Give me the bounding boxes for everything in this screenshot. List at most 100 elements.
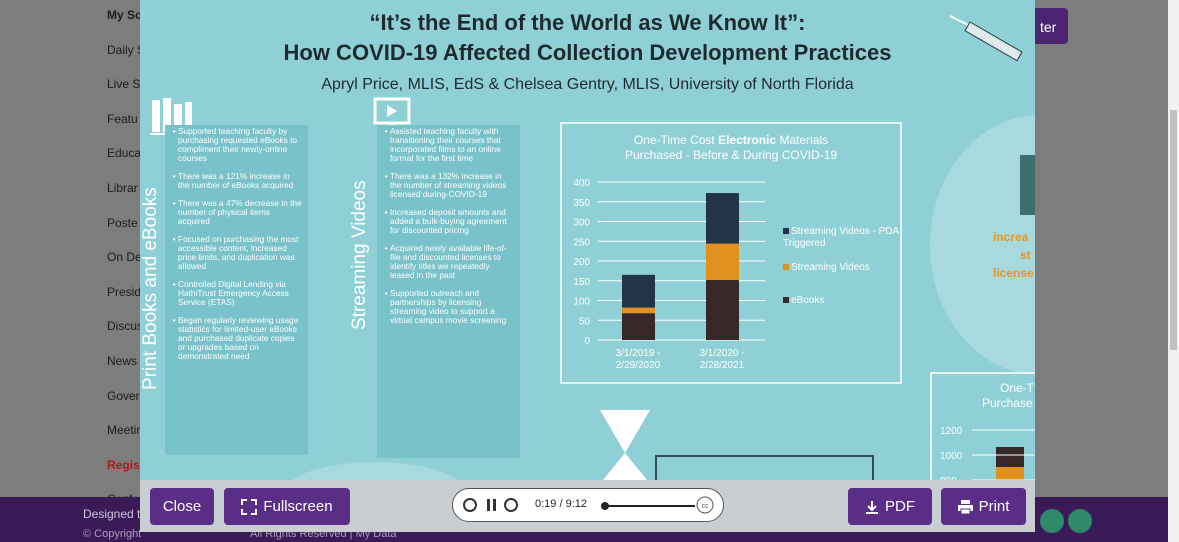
sidebar-link[interactable]: News — [107, 354, 137, 368]
bullet: Assisted teaching faculty with transitio… — [390, 127, 514, 163]
bullet: There was a 47% decrease in the number o… — [178, 199, 302, 226]
column-heading: Streaming Videos — [349, 180, 371, 330]
poster-title: How COVID-19 Affected Collection Develop… — [140, 40, 1035, 66]
scrollbar-thumb[interactable] — [1170, 110, 1177, 350]
fullscreen-button[interactable]: Fullscreen — [224, 488, 350, 525]
decor-circle — [930, 115, 1035, 375]
partial-text: increa — [993, 230, 1028, 244]
partial-chart: One-TPurchase12001000800 — [930, 372, 1035, 480]
bullet: Supported outreach and partnerships by l… — [390, 289, 514, 325]
syringe-icon — [940, 8, 1035, 68]
bar-segment — [706, 244, 739, 280]
pdf-button[interactable]: PDF — [848, 488, 932, 525]
seek-bar[interactable]: cc — [599, 496, 721, 516]
legend-entry: Streaming Videos — [783, 262, 901, 274]
chart-title-part: One-Time Cost — [634, 133, 718, 147]
image-fragment — [1020, 155, 1035, 215]
sidebar-link[interactable]: Librar — [107, 181, 138, 195]
bar-segment — [622, 313, 655, 340]
y-tick-label: 200 — [573, 257, 590, 268]
bullet: Supported teaching faculty by purchasing… — [178, 127, 302, 163]
footer-text: Designed t — [83, 507, 140, 521]
social-icon[interactable] — [1068, 509, 1092, 533]
social-icon[interactable] — [1040, 509, 1064, 533]
sidebar-link[interactable]: Live S — [107, 77, 140, 91]
y-tick-label: 1000 — [940, 451, 963, 462]
player-time: 0:19 / 9:12 — [535, 498, 587, 510]
bar-segment — [622, 275, 655, 308]
bullet: Acquired newly available life-of-file an… — [390, 244, 514, 280]
chart: One-Time Cost Electronic MaterialsPurcha… — [560, 122, 902, 384]
header-button[interactable]: ter — [1030, 8, 1068, 44]
y-tick-label: 400 — [573, 178, 590, 189]
bullet-list: Assisted teaching faculty with transitio… — [383, 127, 514, 325]
poster-authors: Apryl Price, MLIS, EdS & Chelsea Gentry,… — [140, 76, 1035, 94]
sidebar-link[interactable]: Poste — [107, 216, 138, 230]
bullet: Began regularly reviewing usage statisti… — [178, 316, 302, 361]
x-tick-label: 2/28/2021 — [700, 360, 745, 371]
print-icon — [958, 500, 973, 514]
poster: “It’s the End of the World as We Know It… — [140, 0, 1035, 480]
print-button[interactable]: Print — [941, 488, 1026, 525]
svg-text:cc: cc — [702, 503, 710, 510]
sidebar-link[interactable]: Meetin — [107, 423, 143, 437]
chart-title: One-T — [1000, 381, 1035, 395]
bar-segment — [706, 280, 739, 340]
bullet-list: Supported teaching faculty by purchasing… — [171, 127, 302, 361]
legend-entry: Streaming Videos - PDA Triggered — [783, 226, 901, 250]
legend-label: Streaming Videos - PDA Triggered — [783, 226, 899, 249]
page: My ScDaily SLive SFeatuEducaLibrarPosteO… — [0, 0, 1179, 542]
close-button[interactable]: Close — [150, 488, 214, 525]
toolbar: Close Fullscreen 0:19 / 9:12 cc PDF Prin… — [140, 480, 1035, 532]
button-label: Fullscreen — [263, 498, 332, 515]
scrollbar[interactable] — [1168, 0, 1179, 542]
chart-title-part: Materials — [776, 133, 828, 147]
column-box: Supported teaching faculty by purchasing… — [165, 125, 308, 455]
player-controls[interactable] — [461, 496, 521, 514]
chart-title: One-Time Cost Electronic Materials — [634, 133, 828, 147]
chart-title: Purchased - Before & During COVID-19 — [625, 148, 837, 162]
legend-entry: eBooks — [783, 295, 901, 307]
y-tick-label: 50 — [579, 316, 591, 327]
column-heading: Print Books and eBooks — [140, 187, 162, 390]
y-tick-label: 300 — [573, 218, 590, 229]
bar-fragment — [996, 467, 1024, 480]
y-tick-label: 0 — [584, 336, 590, 347]
placeholder-box — [655, 455, 874, 480]
bullet: There was a 132% increase in the number … — [390, 172, 514, 199]
bullet: There was a 121% increase in the number … — [178, 172, 302, 190]
legend-swatch — [783, 264, 789, 270]
hourglass-icon — [595, 408, 655, 480]
partial-text: st — [1020, 248, 1031, 262]
decor-circle — [285, 462, 465, 480]
legend-label: eBooks — [791, 295, 824, 306]
partial-text: license — [993, 266, 1034, 280]
bullet: Focused on purchasing the most accessibl… — [178, 235, 302, 271]
button-label: PDF — [885, 498, 915, 515]
x-tick-label: 2/29/2020 — [616, 360, 661, 371]
y-tick-label: 100 — [573, 297, 590, 308]
bullet: Increased deposit amounts and added a bu… — [390, 208, 514, 235]
legend-swatch — [783, 297, 789, 303]
y-tick-label: 1200 — [940, 426, 963, 437]
legend-swatch — [783, 228, 789, 234]
y-tick-label: 350 — [573, 198, 590, 209]
sidebar-link[interactable]: On De — [107, 250, 142, 264]
column-box: Assisted teaching faculty with transitio… — [377, 125, 520, 458]
chart-title: Purchase — [982, 396, 1033, 410]
sidebar-link[interactable]: Presid — [107, 285, 141, 299]
bar-segment — [622, 308, 655, 314]
sidebar-link[interactable]: Regist — [107, 458, 144, 472]
x-tick-label: 3/1/2019 - — [615, 348, 660, 359]
legend-label: Streaming Videos — [791, 262, 870, 273]
sidebar-link[interactable]: Discus — [107, 319, 143, 333]
button-label: Print — [979, 498, 1010, 515]
media-player: 0:19 / 9:12 cc — [452, 488, 724, 522]
fullscreen-icon — [241, 499, 257, 515]
y-tick-label: 250 — [573, 237, 590, 248]
sidebar-link[interactable]: Educa — [107, 146, 141, 160]
sidebar-link[interactable]: Gover — [107, 389, 140, 403]
sidebar-link[interactable]: My Sc — [107, 8, 142, 22]
header-button-label: ter — [1040, 19, 1056, 35]
sidebar-link[interactable]: Featu — [107, 112, 138, 126]
